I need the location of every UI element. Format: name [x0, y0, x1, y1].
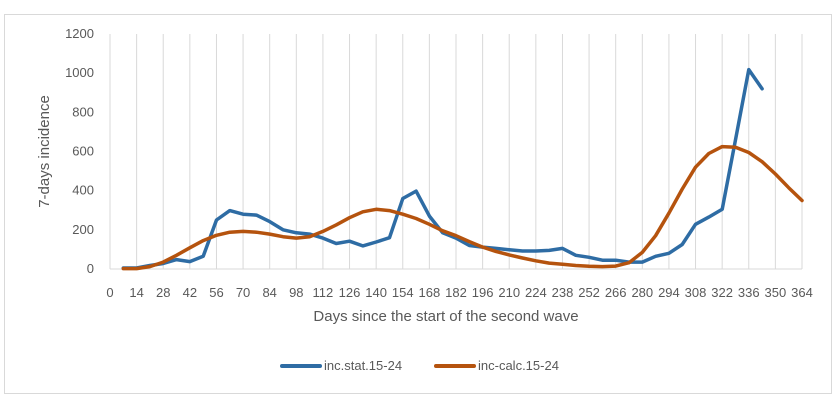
- x-tick-label: 182: [445, 285, 467, 300]
- y-tick-label: 800: [72, 104, 94, 119]
- x-tick-label: 252: [578, 285, 600, 300]
- x-axis-title: Days since the start of the second wave: [313, 308, 578, 325]
- y-tick-label: 1200: [65, 26, 94, 41]
- legend: inc.stat.15-24 inc-calc.15-24: [280, 358, 559, 373]
- gridlines: [109, 34, 803, 269]
- x-tick-label: 56: [209, 285, 223, 300]
- x-tick-label: 126: [339, 285, 361, 300]
- x-tick-label: 266: [605, 285, 627, 300]
- legend-label-1: inc.stat.15-24: [324, 358, 402, 373]
- x-axis-ticks: 0 14 28 42 56 70 84 98 112 126 140 154 168 182 196 210 2…: [106, 285, 812, 300]
- y-axis-ticks: 0 200 400 600 800 1000 1200: [65, 26, 94, 276]
- x-tick-label: 0: [106, 285, 113, 300]
- x-tick-label: 280: [631, 285, 653, 300]
- x-tick-label: 294: [658, 285, 680, 300]
- x-tick-label: 210: [498, 285, 520, 300]
- y-tick-label: 200: [72, 222, 94, 237]
- y-tick-label: 600: [72, 144, 94, 159]
- x-tick-label: 98: [289, 285, 303, 300]
- series-line-1: [121, 67, 764, 270]
- x-tick-label: 308: [685, 285, 707, 300]
- y-axis-title: 7-days incidence: [36, 95, 53, 208]
- y-tick-label: 400: [72, 183, 94, 198]
- legend-label-2: inc-calc.15-24: [478, 358, 559, 373]
- x-tick-label: 350: [765, 285, 787, 300]
- series-line-2: [121, 144, 804, 271]
- x-tick-label: 168: [419, 285, 441, 300]
- chart-frame: [4, 14, 832, 394]
- x-tick-label: 112: [313, 285, 334, 300]
- x-tick-label: 42: [183, 285, 197, 300]
- x-tick-label: 14: [129, 285, 143, 300]
- x-tick-label: 154: [392, 285, 414, 300]
- x-tick-label: 336: [738, 285, 760, 300]
- x-tick-label: 364: [791, 285, 813, 300]
- x-tick-label: 84: [262, 285, 276, 300]
- y-tick-label: 1000: [65, 65, 94, 80]
- x-tick-label: 70: [236, 285, 250, 300]
- y-tick-label: 0: [87, 261, 94, 276]
- x-tick-label: 196: [472, 285, 494, 300]
- x-tick-label: 224: [525, 285, 547, 300]
- x-tick-label: 238: [552, 285, 574, 300]
- series-lines: [121, 67, 804, 271]
- x-tick-label: 322: [711, 285, 733, 300]
- x-tick-label: 140: [365, 285, 387, 300]
- x-tick-label: 28: [156, 285, 170, 300]
